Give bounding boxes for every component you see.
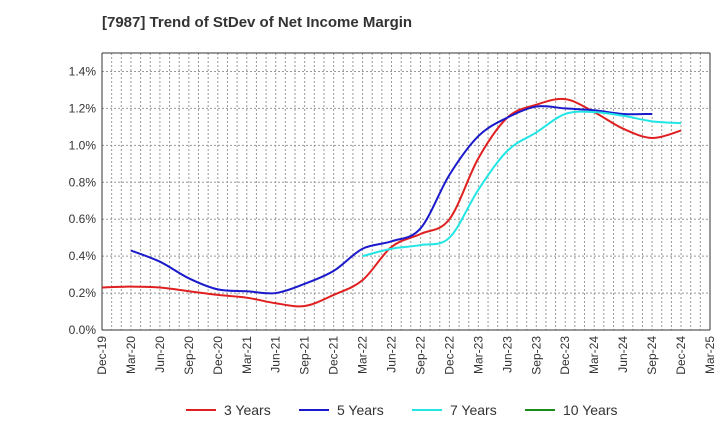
x-tick-label: Mar-22	[356, 336, 370, 374]
y-tick-label: 1.4%	[69, 64, 97, 78]
series-line-7-years	[362, 110, 682, 258]
x-tick-label: Mar-23	[471, 336, 485, 374]
legend-label-7-years: 7 Years	[450, 402, 497, 418]
x-tick-label: Sep-22	[413, 336, 427, 375]
x-tick-label: Dec-19	[95, 336, 109, 375]
x-tick-label: Dec-20	[211, 336, 225, 375]
y-tick-label: 1.0%	[69, 138, 97, 152]
legend-label-10-years: 10 Years	[563, 402, 618, 418]
y-tick-label: 0.4%	[69, 249, 97, 263]
x-tick-label: Jun-21	[269, 336, 283, 373]
x-tick-label: Dec-21	[327, 336, 341, 375]
legend-label-3-years: 3 Years	[224, 402, 271, 418]
legend-label-5-years: 5 Years	[337, 402, 384, 418]
y-tick-label: 0.6%	[69, 212, 97, 226]
x-tick-label: Sep-24	[645, 336, 659, 375]
y-tick-label: 0.0%	[69, 323, 97, 337]
series-line-5-years	[130, 105, 653, 295]
x-tick-label: Mar-24	[587, 336, 601, 374]
x-tick-label: Dec-22	[442, 336, 456, 375]
y-tick-label: 1.2%	[69, 101, 97, 115]
series-line-3-years	[101, 97, 682, 308]
x-tick-label: Mar-20	[124, 336, 138, 374]
x-tick-label: Dec-23	[558, 336, 572, 375]
x-tick-label: Sep-20	[182, 336, 196, 375]
x-tick-label: Jun-23	[500, 336, 514, 373]
chart-title: [7987] Trend of StDev of Net Income Marg…	[102, 14, 413, 31]
x-tick-label: Jun-20	[153, 336, 167, 373]
x-tick-label: Jun-24	[616, 336, 630, 373]
x-tick-label: Mar-21	[240, 336, 254, 374]
x-tick-label: Sep-23	[529, 336, 543, 375]
x-tick-label: Jun-22	[385, 336, 399, 373]
y-tick-label: 0.8%	[69, 175, 97, 189]
x-tick-label: Sep-21	[298, 336, 312, 375]
y-tick-label: 0.2%	[69, 286, 97, 300]
x-tick-label: Dec-24	[674, 336, 688, 375]
x-tick-label: Mar-25	[703, 336, 717, 374]
